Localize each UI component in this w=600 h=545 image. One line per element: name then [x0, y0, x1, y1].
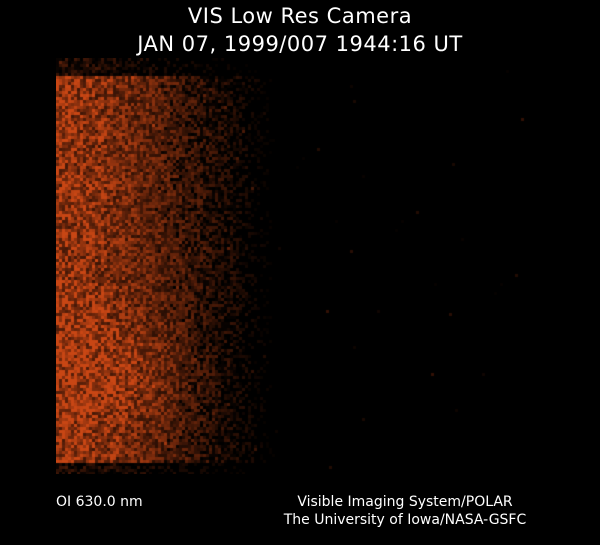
credit-line-1: Visible Imaging System/POLAR: [297, 494, 513, 510]
auroral-image: [56, 58, 546, 474]
camera-title: VIS Low Res Camera: [187, 4, 413, 28]
observation-timestamp: JAN 07, 1999/007 1944:16 UT: [137, 32, 463, 56]
filter-wavelength: OI 630.0 nm: [56, 494, 143, 510]
credit-line-2: The University of Iowa/NASA-GSFC: [283, 512, 527, 528]
